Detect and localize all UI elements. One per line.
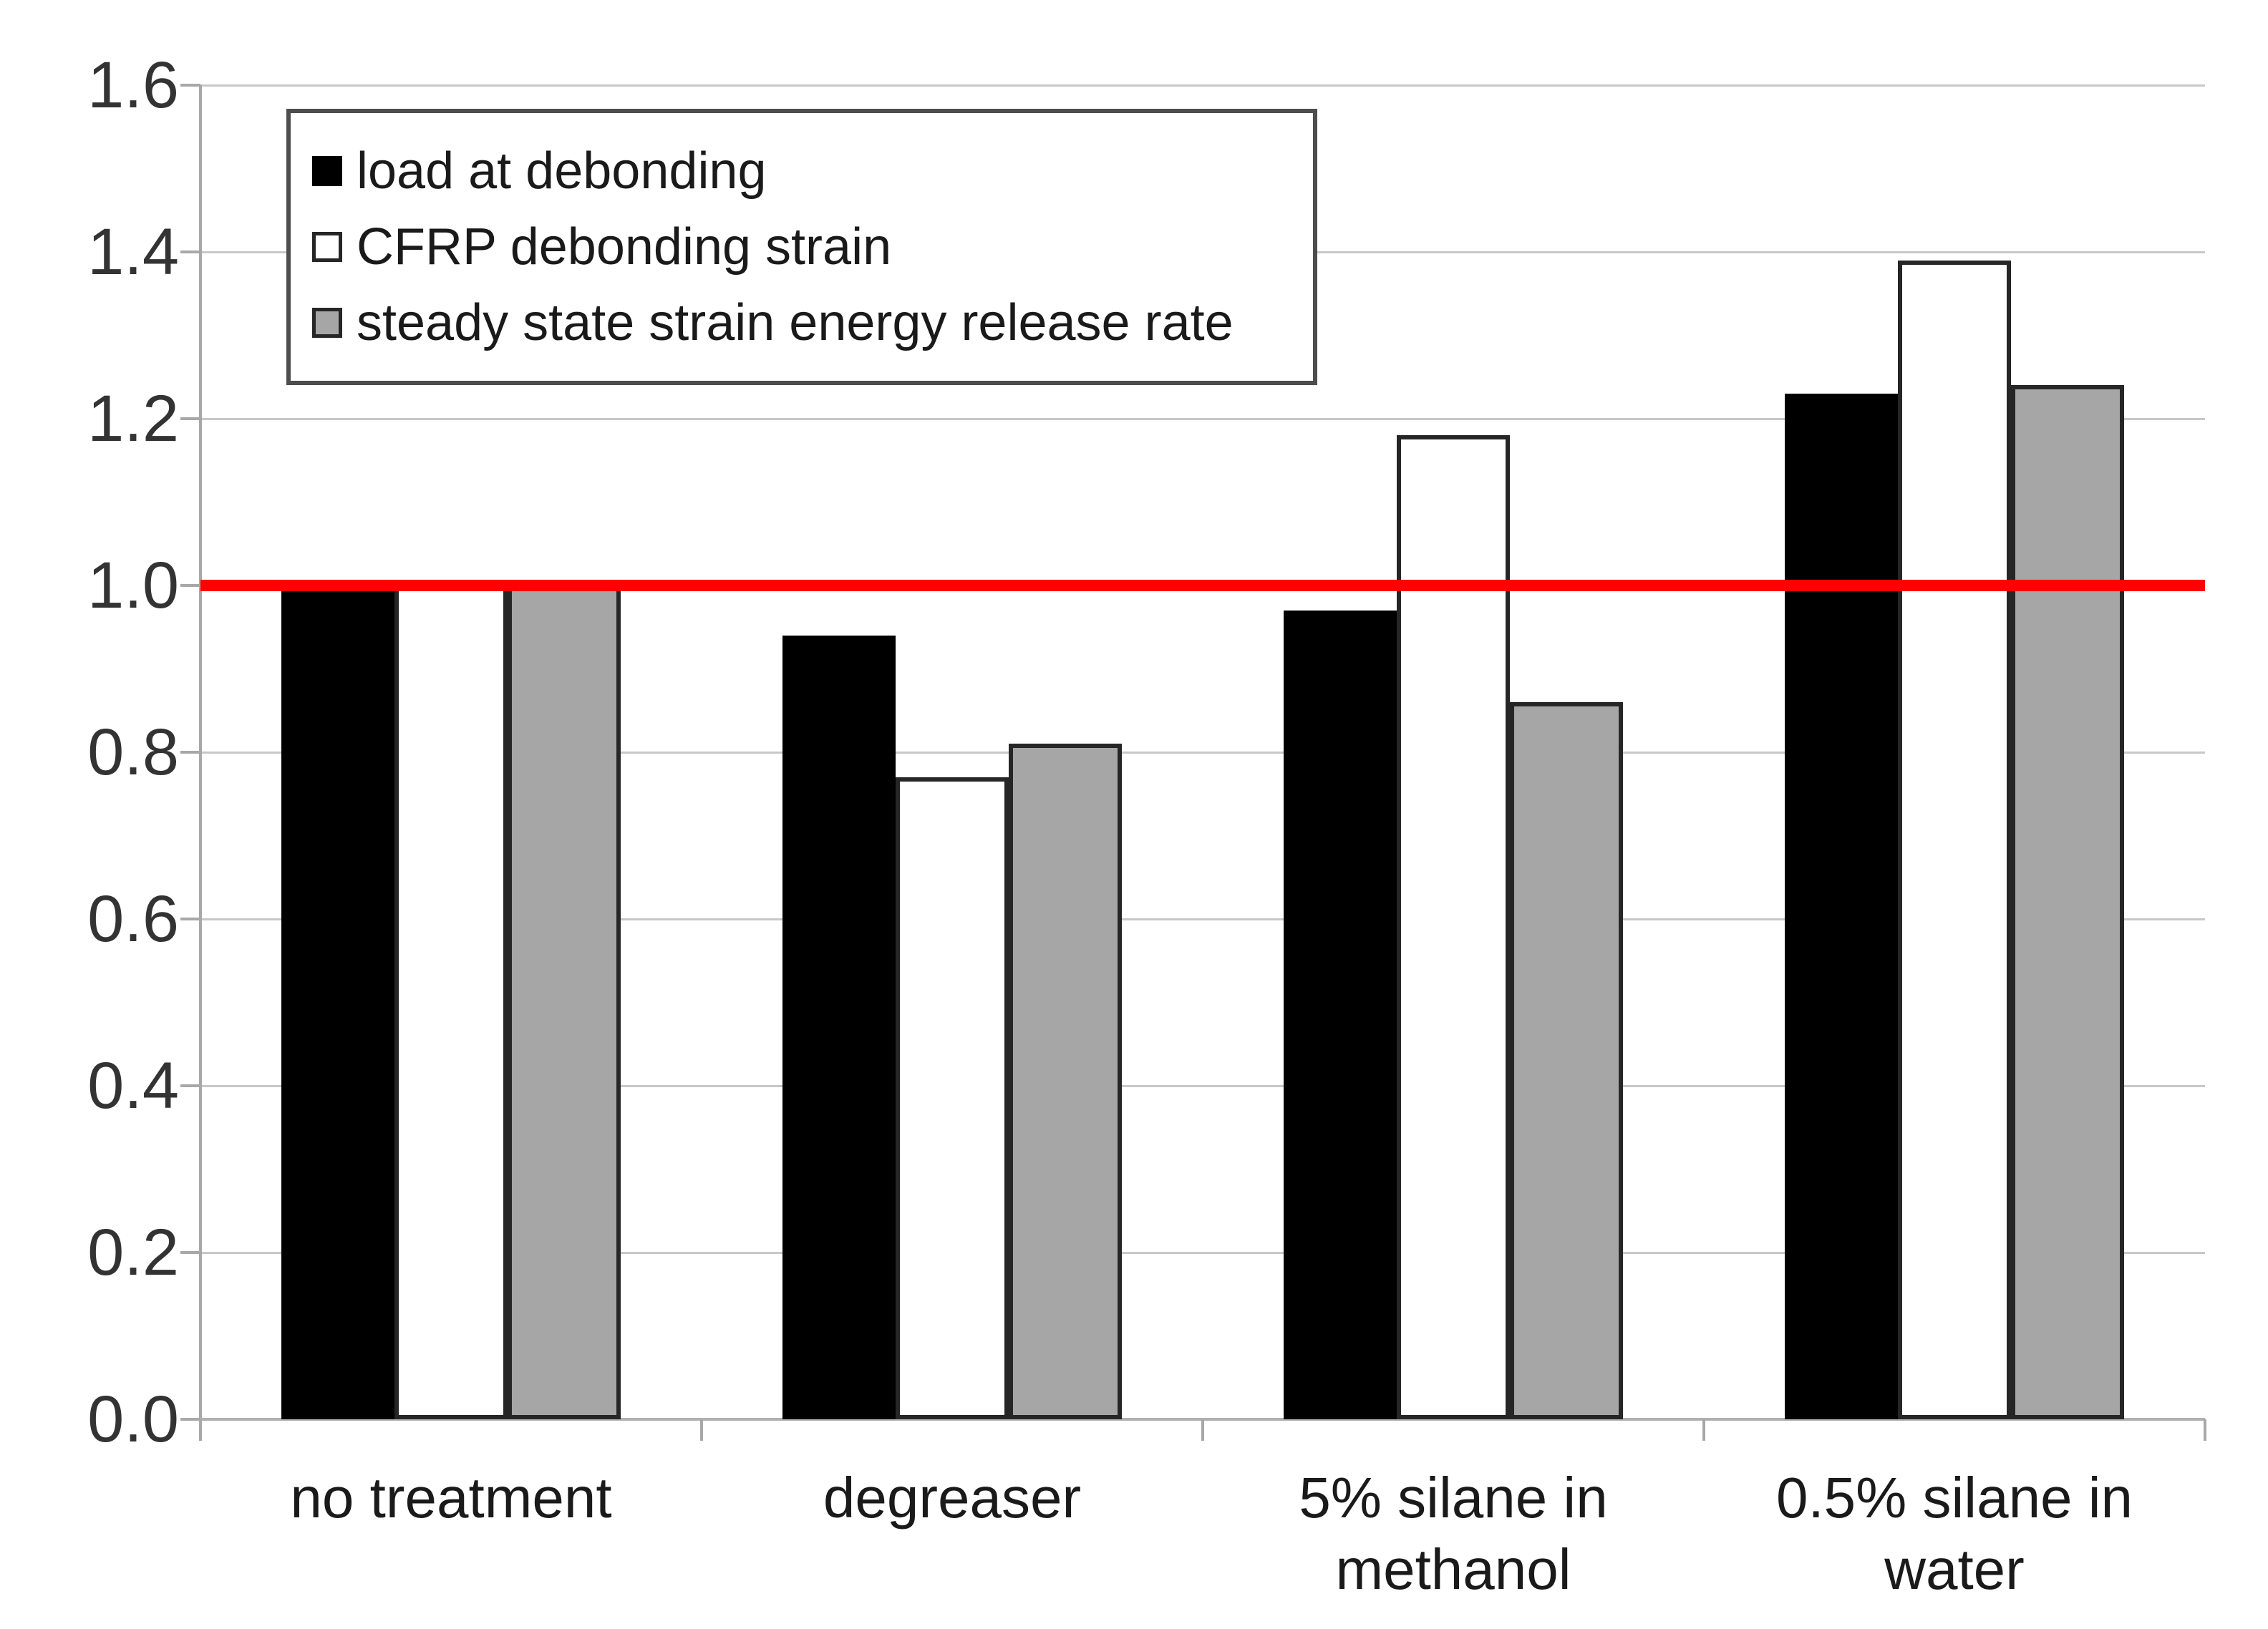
bar-series0-cat2 <box>1284 610 1397 1419</box>
y-axis-tick <box>180 417 200 420</box>
y-axis-label: 1.0 <box>87 549 179 622</box>
bar-series1-cat3 <box>1898 260 2011 1419</box>
y-axis-line <box>199 85 202 1422</box>
bar-series2-cat0 <box>508 585 621 1419</box>
y-axis-tick <box>180 251 200 253</box>
x-axis-tick <box>1702 1419 1705 1441</box>
legend-item: CFRP debonding strain <box>312 221 1292 273</box>
x-axis-label: 0.5% silane in water <box>1775 1466 2133 1601</box>
y-axis-tick <box>180 918 200 920</box>
y-axis-label: 0.0 <box>87 1383 179 1456</box>
bar-series1-cat1 <box>896 777 1009 1419</box>
bar-series1-cat2 <box>1397 435 1510 1419</box>
y-axis-label: 1.4 <box>87 215 179 288</box>
y-axis-label: 1.6 <box>87 49 179 122</box>
gridline <box>200 84 2205 87</box>
legend-label: steady state strain energy release rate <box>357 294 1234 351</box>
y-axis-tick <box>180 84 200 87</box>
legend: load at debonding CFRP debonding strain … <box>286 109 1317 385</box>
x-axis-tick <box>2204 1419 2206 1441</box>
y-axis-label: 1.2 <box>87 382 179 455</box>
x-axis-label: 5% silane in methanol <box>1299 1466 1608 1601</box>
bar-series1-cat0 <box>394 585 508 1419</box>
y-axis-label: 0.8 <box>87 716 179 789</box>
bar-series0-cat1 <box>782 635 896 1419</box>
y-axis-label: 0.4 <box>87 1049 179 1122</box>
bar-series0-cat3 <box>1785 394 1898 1419</box>
legend-item: steady state strain energy release rate <box>312 297 1292 349</box>
bar-series0-cat0 <box>281 585 394 1419</box>
bar-series2-cat2 <box>1510 702 1623 1419</box>
x-axis-label: no treatment <box>290 1466 612 1530</box>
y-axis-label: 0.6 <box>87 882 179 955</box>
gridline <box>200 418 2205 420</box>
y-axis-label: 0.2 <box>87 1216 179 1289</box>
x-axis-tick <box>700 1419 703 1441</box>
gridline <box>200 918 2205 920</box>
gridline <box>200 1085 2205 1087</box>
bar-series2-cat3 <box>2011 385 2124 1419</box>
legend-swatch-black-square-icon <box>312 156 342 186</box>
legend-item: load at debonding <box>312 145 1292 197</box>
gridline <box>200 752 2205 754</box>
bar-series2-cat1 <box>1009 744 1122 1419</box>
reference-line <box>200 580 2205 591</box>
y-axis-tick <box>180 1418 200 1421</box>
legend-label: CFRP debonding strain <box>357 218 892 276</box>
x-axis-tick <box>1201 1419 1204 1441</box>
legend-label: load at debonding <box>357 142 767 200</box>
legend-swatch-white-square-icon <box>312 232 342 262</box>
x-axis-label: degreaser <box>823 1466 1082 1530</box>
y-axis-tick <box>180 751 200 754</box>
legend-swatch-gray-square-icon <box>312 308 342 338</box>
gridline <box>200 1252 2205 1254</box>
y-axis-tick <box>180 1084 200 1087</box>
y-axis-tick <box>180 1251 200 1254</box>
x-axis-tick <box>199 1419 202 1441</box>
y-axis-tick <box>180 584 200 587</box>
